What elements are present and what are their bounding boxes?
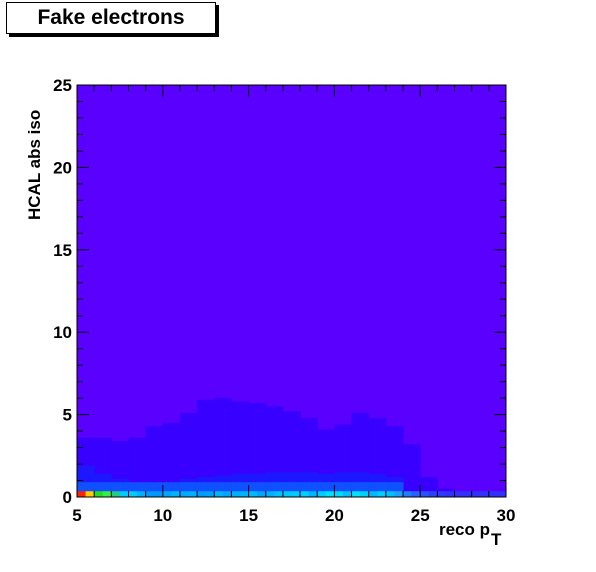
heatmap-cell-bottom	[128, 491, 138, 497]
heatmap-cell-bottom	[274, 491, 284, 497]
heatmap-cell-bottom	[154, 491, 164, 497]
heatmap-cell-bottom	[214, 491, 224, 497]
heatmap-cell-bottom	[368, 491, 378, 497]
y-tick-label: 20	[53, 158, 72, 177]
heatmap-cell-level1	[403, 444, 421, 497]
heatmap-cell-bottom	[325, 491, 335, 497]
heatmap-cell-bottom	[197, 491, 206, 497]
x-tick-label: 5	[72, 506, 81, 525]
heatmap-cell-level1	[162, 422, 181, 497]
heatmap-cell-level1	[179, 412, 198, 497]
heatmap-cell-bottom	[377, 491, 387, 497]
heatmap-cell-bottom	[308, 491, 318, 497]
x-tick-label: 10	[153, 506, 172, 525]
heatmap-cell-bottom	[248, 491, 258, 497]
heatmap-cell-bottom	[300, 491, 309, 497]
heatmap-cell-bottom	[162, 491, 172, 497]
x-axis-title: reco p	[439, 520, 490, 539]
heatmap-cell-bottom	[445, 491, 455, 497]
heatmap-cell-bottom	[205, 491, 215, 497]
heatmap-cell-bottom	[480, 491, 490, 497]
heatmap-cell-bottom	[171, 491, 181, 497]
heatmap-cell-bottom	[497, 491, 507, 497]
y-tick-label: 25	[53, 76, 72, 95]
heatmap-cell-bottom	[240, 491, 249, 497]
heatmap-cell-bottom	[102, 491, 112, 497]
y-tick-label: 15	[53, 241, 72, 260]
x-tick-label: 15	[239, 506, 258, 525]
x-tick-label: 20	[325, 506, 344, 525]
x-tick-label: 30	[497, 506, 516, 525]
heatmap-cell-bottom	[257, 491, 267, 497]
heatmap-cell-bottom	[394, 491, 404, 497]
heatmap-cell-bottom	[231, 491, 241, 497]
plot-area	[77, 85, 507, 497]
heatmap-cell-bottom	[471, 491, 481, 497]
heatmap-cell-level1	[231, 401, 250, 497]
heatmap-cell-bottom	[85, 491, 95, 497]
axis-ticks	[76, 84, 507, 498]
heatmap-cell-bottom	[77, 491, 86, 497]
heatmap-cell-level1	[248, 403, 267, 497]
chart-title: Fake electrons	[6, 2, 216, 34]
y-axis-title: HCAL abs iso	[25, 110, 44, 220]
heatmap-cell-bottom	[488, 491, 498, 497]
x-tick-label: 25	[411, 506, 430, 525]
heatmap-cell-bottom	[222, 491, 232, 497]
heatmap-cell-bottom	[119, 491, 129, 497]
heatmap-cell-bottom	[437, 491, 447, 497]
heatmap-cell-bottom	[463, 491, 472, 497]
heatmap-cell-bottom	[351, 491, 361, 497]
heatmap-cell-bottom	[385, 491, 395, 497]
heatmap-cell-bottom	[94, 491, 104, 497]
plot-frame	[76, 84, 507, 498]
heatmap-cell-bottom	[111, 491, 121, 497]
heatmap-cell-bottom	[360, 491, 370, 497]
x-axis-title-subscript: T	[491, 530, 502, 549]
heatmap-cell-level1	[145, 426, 164, 497]
heatmap-cell-bottom	[137, 491, 146, 497]
y-tick-label: 0	[63, 488, 72, 507]
heatmap-cell-bottom	[188, 491, 198, 497]
heatmap-cell-bottom	[282, 491, 292, 497]
heatmap-cell-bottom	[317, 491, 327, 497]
y-tick-label: 5	[63, 406, 72, 425]
heatmap-cell-level1	[197, 399, 215, 497]
heatmap-cell-bottom	[342, 491, 352, 497]
heatmap-cell-bottom	[179, 491, 189, 497]
heatmap-cell-bottom	[334, 491, 344, 497]
heatmap-cell-bottom	[454, 491, 464, 497]
heatmap-cell-bottom	[420, 491, 430, 497]
y-tick-label: 10	[53, 323, 72, 342]
heatmap-cell-bottom	[145, 491, 155, 497]
heatmap-cell-bottom	[265, 491, 275, 497]
heatmap-cell-bottom	[428, 491, 438, 497]
heatmap-cell-bottom	[403, 491, 412, 497]
heatmap-cell-bottom	[411, 491, 421, 497]
heatmap-cell-level1	[214, 398, 232, 497]
heatmap-cell-bottom	[291, 491, 301, 497]
